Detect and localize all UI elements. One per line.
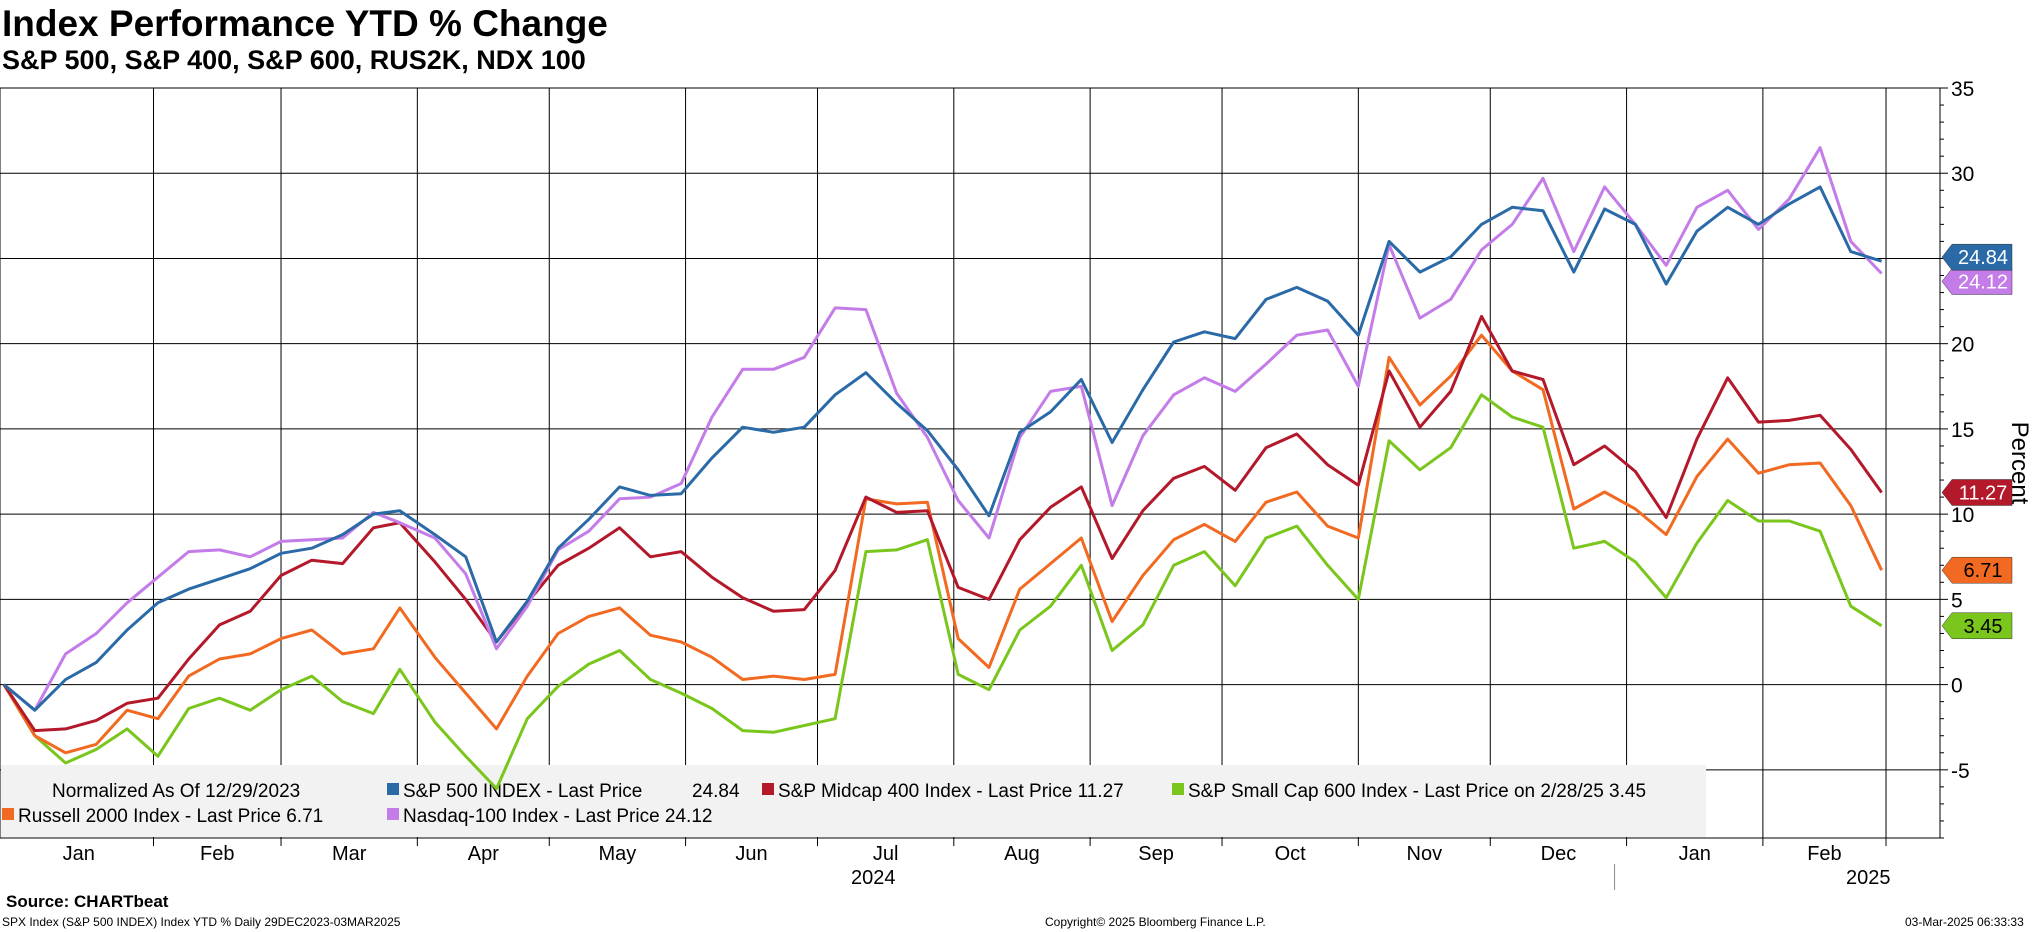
last-value-tag [1941, 556, 2013, 584]
plot-frame [0, 87, 1941, 839]
chart-subtitle: S&P 500, S&P 400, S&P 600, RUS2K, NDX 10… [2, 45, 586, 75]
chart-title: Index Performance YTD % Change [2, 3, 608, 44]
source-note: Source: CHARTbeat [6, 892, 169, 911]
series-line [2, 314, 1883, 733]
x-tick-label: Dec [1541, 843, 1577, 865]
legend-background [1, 765, 1706, 837]
last-value-tag [1941, 243, 2013, 271]
copyright: Copyright© 2025 Bloomberg Finance L.P. [1045, 915, 1266, 929]
legend-value: 24.84 [692, 781, 740, 802]
last-value-tag [1941, 268, 2013, 295]
last-value-label: 11.27 [1959, 482, 2008, 504]
legend-label: S&P 500 INDEX - Last Price [403, 781, 642, 802]
x-tick-label: May [599, 843, 637, 865]
legend-swatch [387, 783, 399, 795]
y-tick-label: 10 [1951, 504, 1974, 527]
x-tick-label: Nov [1407, 843, 1443, 865]
x-tick-label: Apr [468, 843, 499, 865]
series-line [3, 146, 1883, 712]
last-value-tag [1941, 612, 2013, 640]
legend-label: S&P Small Cap 600 Index - Last Price on … [1188, 781, 1646, 802]
last-value-label: 6.71 [1964, 560, 2003, 582]
y-tick-label: 5 [1951, 589, 1963, 612]
grid-lines [0, 87, 1941, 839]
legend-swatch [2, 808, 14, 820]
series-lines [2, 146, 1883, 791]
series-line [2, 393, 1883, 791]
legend-note: Normalized As Of 12/29/2023 [52, 781, 300, 802]
legend-label: Russell 2000 Index - Last Price 6.71 [18, 806, 323, 827]
x-tick-label: Feb [1807, 843, 1841, 865]
year-label: 2024 [851, 867, 896, 889]
y-tick-label: 15 [1951, 419, 1974, 442]
y-tick-label: 35 [1951, 78, 1974, 101]
x-tick-label: Jun [735, 843, 767, 865]
x-tick-label: Feb [200, 843, 234, 865]
x-tick-label: Sep [1138, 843, 1174, 865]
ticker-info: SPX Index (S&P 500 INDEX) Index YTD % Da… [2, 915, 401, 929]
legend-swatch [762, 783, 774, 795]
legend-swatch [387, 808, 399, 820]
x-tick-label: Mar [332, 843, 367, 865]
legend: Normalized As Of 12/29/2023 S&P 500 INDEX… [1, 765, 1706, 837]
x-tick-label: Jan [63, 843, 95, 865]
series-line [2, 333, 1883, 755]
y-tick-label: 20 [1951, 334, 1974, 357]
x-tick-label: Aug [1004, 843, 1040, 865]
legend-label: S&P Midcap 400 Index - Last Price 11.27 [778, 781, 1124, 802]
y-tick-label: 0 [1951, 675, 1963, 698]
last-value-label: 24.12 [1958, 271, 2008, 293]
legend-swatch [1172, 783, 1184, 795]
last-value-tag [1941, 479, 2013, 506]
year-label: 2025 [1846, 867, 1891, 889]
x-tick-label: Oct [1275, 843, 1307, 865]
legend-label: Nasdaq-100 Index - Last Price 24.12 [403, 806, 712, 827]
x-tick-label: Jul [873, 843, 899, 865]
y-tick-label: -5 [1951, 760, 1970, 783]
last-value-label: 3.45 [1964, 616, 2003, 638]
last-value-label: 24.84 [1958, 247, 2008, 269]
x-tick-label: Jan [1679, 843, 1711, 865]
timestamp: 03-Mar-2025 06:33:33 [1905, 915, 2024, 929]
y-tick-label: 30 [1951, 163, 1974, 186]
series-line [3, 185, 1883, 712]
